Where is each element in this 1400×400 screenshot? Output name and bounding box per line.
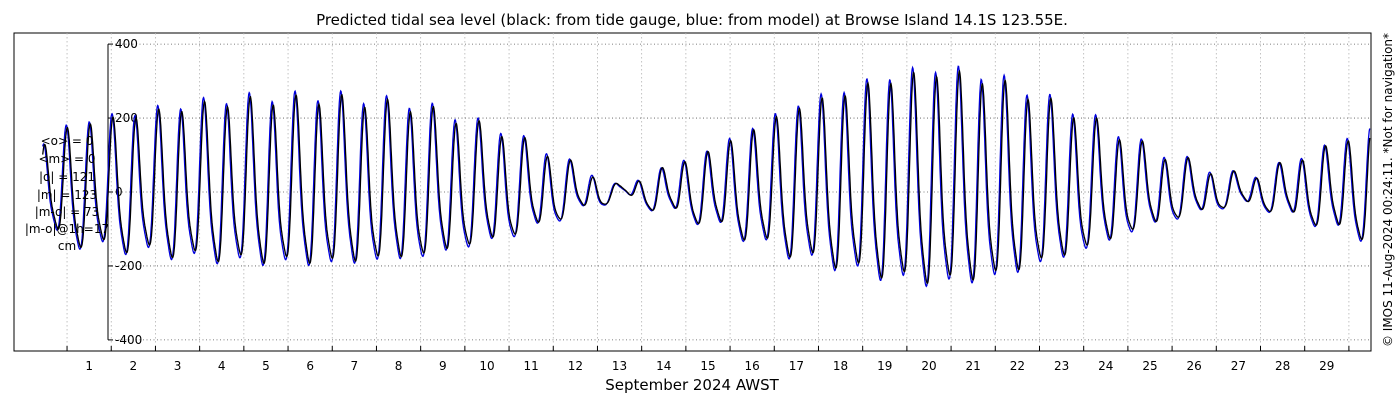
x-tick-label: 26 — [1187, 359, 1202, 373]
stat-abs-observed: |o| = 121 — [39, 170, 95, 184]
x-tick-label: 13 — [612, 359, 627, 373]
statistics-block: <o> = 0 <m> = 0 |o| = 121 |m| = 123 |m-o… — [25, 134, 109, 253]
stat-abs-model: |m| = 123 — [37, 188, 97, 202]
y-tick-label: 400 — [115, 37, 138, 51]
stat-abs-diff-1h: |m-o|@1h=17 — [25, 222, 109, 236]
x-tick-label: 29 — [1319, 359, 1334, 373]
x-axis-label: September 2024 AWST — [605, 376, 779, 394]
grid-lines — [66, 33, 1371, 351]
x-tick-label: 14 — [656, 359, 671, 373]
x-tick-label: 1 — [85, 359, 93, 373]
x-tick-label: 20 — [921, 359, 936, 373]
x-tick-label: 6 — [306, 359, 314, 373]
x-tick-label: 7 — [351, 359, 359, 373]
x-tick-label: 3 — [174, 359, 182, 373]
stat-mean-observed: <o> = 0 — [41, 134, 94, 148]
stat-abs-diff: |m-o| = 73 — [35, 205, 100, 219]
x-axis: 1 2 3 4 5 6 7 8 9 10 11 12 13 14 15 16 17 18 19 20 21 22 23 24 2… — [66, 346, 1350, 373]
stat-mean-model: <m> = 0 — [38, 152, 95, 166]
x-tick-label: 15 — [700, 359, 715, 373]
x-tick-label: 28 — [1275, 359, 1290, 373]
x-tick-label: 12 — [568, 359, 583, 373]
x-tick-label: 27 — [1231, 359, 1246, 373]
x-tick-label: 17 — [789, 359, 804, 373]
x-tick-label: 21 — [966, 359, 981, 373]
x-tick-label: 25 — [1142, 359, 1157, 373]
x-tick-label: 8 — [395, 359, 403, 373]
x-tick-label: 5 — [262, 359, 270, 373]
x-tick-label: 23 — [1054, 359, 1069, 373]
credit-text: © IMOS 11-Aug-2024 00:24:11. *Not for na… — [1381, 33, 1395, 347]
x-tick-label: 4 — [218, 359, 226, 373]
x-tick-label: 10 — [479, 359, 494, 373]
x-tick-label: 22 — [1010, 359, 1025, 373]
chart-title: Predicted tidal sea level (black: from t… — [316, 11, 1068, 29]
y-tick-label: -400 — [115, 333, 142, 347]
x-tick-label: 18 — [833, 359, 848, 373]
y-tick-label: 200 — [115, 111, 138, 125]
x-tick-label: 16 — [745, 359, 760, 373]
y-tick-label: -200 — [115, 259, 142, 273]
x-tick-label: 24 — [1098, 359, 1113, 373]
stat-unit: cm — [58, 239, 76, 253]
x-tick-label: 11 — [524, 359, 539, 373]
x-tick-label: 19 — [877, 359, 892, 373]
x-tick-label: 9 — [439, 359, 447, 373]
series-line-gauge — [42, 69, 1371, 285]
series-group — [42, 65, 1371, 288]
x-tick-label: 2 — [130, 359, 138, 373]
